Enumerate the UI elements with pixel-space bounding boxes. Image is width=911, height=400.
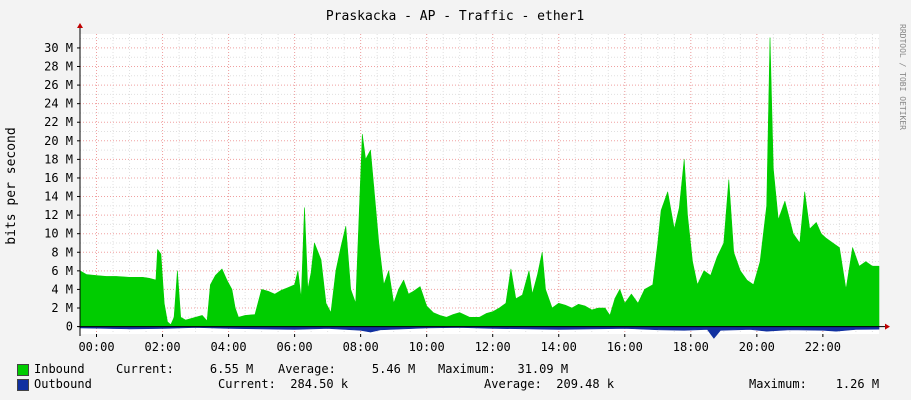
y-tick-label: 12 M [44, 208, 73, 222]
y-tick-label: 30 M [44, 41, 73, 55]
y-tick-label: 20 M [44, 134, 73, 148]
x-tick-label: 18:00 [673, 340, 709, 354]
x-tick-label: 04:00 [211, 340, 247, 354]
y-tick-label: 24 M [44, 97, 73, 111]
y-tick-label: 14 M [44, 190, 73, 204]
outbound-swatch [17, 379, 29, 391]
y-tick-label: 2 M [51, 301, 73, 315]
outbound-maximum: Maximum: 1.26 M [749, 377, 880, 391]
chart-title: Praskacka - AP - Traffic - ether1 [326, 9, 584, 24]
y-tick-label: 26 M [44, 78, 73, 92]
y-tick-labels: 0 2 M 4 M 6 M 8 M 10 M 12 M 14 M 16 M 18 M 20 M 22 … [44, 41, 73, 334]
outbound-label: Outbound [34, 377, 92, 391]
watermark: RRDTOOL / TOBI OETIKER [898, 24, 907, 130]
x-tick-label: 14:00 [541, 340, 577, 354]
x-tick-label: 12:00 [475, 340, 511, 354]
x-tick-label: 16:00 [607, 340, 643, 354]
y-tick-label: 8 M [51, 245, 73, 259]
y-tick-label: 10 M [44, 227, 73, 241]
inbound-current: Current: 6.55 M [116, 362, 254, 376]
x-tick-label: 20:00 [739, 340, 775, 354]
x-tick-labels: 00:00 02:00 04:00 06:00 08:00 10:00 12:00 14:00… [78, 340, 840, 354]
outbound-average: Average: 209.48 k [484, 377, 615, 391]
x-tick-label: 02:00 [144, 340, 180, 354]
x-tick-label: 00:00 [78, 340, 114, 354]
axes [77, 23, 890, 337]
y-tick-label: 6 M [51, 264, 73, 278]
x-tick-label: 10:00 [409, 340, 445, 354]
y-axis-arrow [77, 23, 83, 28]
inbound-label: Inbound [34, 362, 85, 376]
x-tick-label: 22:00 [805, 340, 841, 354]
grid [79, 34, 879, 334]
inbound-average: Average: 5.46 M [278, 362, 416, 376]
x-tick-label: 08:00 [343, 340, 379, 354]
inbound-maximum: Maximum: 31.09 M [438, 362, 569, 376]
x-axis-arrow [885, 323, 890, 330]
y-tick-label: 0 [66, 320, 73, 334]
series-outbound-area [79, 326, 880, 339]
y-axis-label: bits per second [4, 127, 19, 244]
series-inbound-area [79, 37, 880, 327]
y-tick-label: 28 M [44, 60, 73, 74]
outbound-current: Current: 284.50 k [218, 377, 349, 391]
series-layer [79, 37, 880, 339]
x-tick-label: 06:00 [277, 340, 313, 354]
inbound-swatch [17, 364, 29, 376]
y-tick-label: 18 M [44, 152, 73, 166]
y-tick-label: 22 M [44, 115, 73, 129]
y-tick-label: 4 M [51, 282, 73, 296]
y-tick-label: 16 M [44, 171, 73, 185]
